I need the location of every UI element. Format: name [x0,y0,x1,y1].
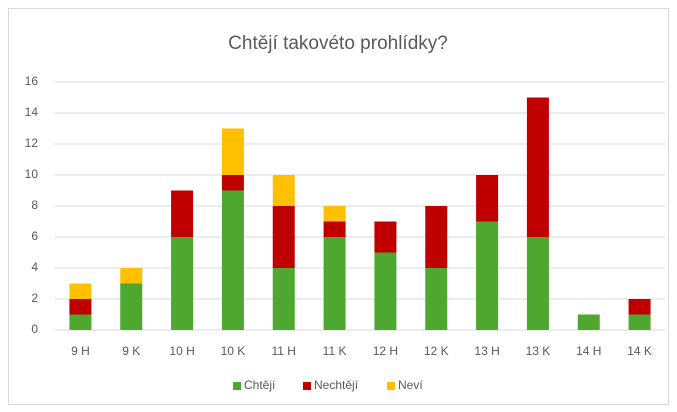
bar-segment [69,314,92,330]
bar-segment [476,221,499,330]
bar-segment [221,190,244,330]
bar-segment [221,175,244,191]
y-tick-label: 6 [31,229,38,243]
y-tick-label: 16 [25,74,39,88]
bar-segment [120,283,143,330]
legend-swatch [387,382,395,390]
chart-title: Chtějí takovéto prohlídky? [228,33,448,54]
bar-segment [526,97,549,237]
x-tick-label: 14 K [627,344,652,358]
legend-swatch [303,382,311,390]
bar-segment [323,206,346,222]
bar-segment [272,268,295,330]
bar-segment [374,221,397,253]
bar-segment [69,299,92,315]
x-tick-label: 9 K [122,344,140,358]
bar-segment [577,314,600,330]
bar-segment [221,128,244,175]
legend-label: Neví [398,378,423,392]
x-tick-label: 11 K [323,344,347,358]
legend-label: Nechtějí [314,378,359,392]
x-tick-label: 12 K [424,344,449,358]
legend-swatch [233,382,241,390]
bar-segment [272,175,295,206]
y-tick-label: 10 [25,167,39,181]
x-tick-label: 13 K [526,344,551,358]
y-tick-label: 2 [31,291,38,305]
bar-segment [323,237,346,330]
bar-segment [425,268,448,330]
y-tick-label: 14 [25,105,39,119]
bar-segment [628,314,651,330]
bar-segment [374,252,397,330]
bar-segment [69,283,92,299]
y-tick-label: 12 [25,136,39,150]
legend-label: Chtějí [244,378,276,392]
y-tick-label: 4 [31,260,38,274]
bar-segment [171,190,194,237]
bar-segment [171,237,194,330]
y-tick-label: 8 [31,198,38,212]
x-tick-label: 14 H [576,344,601,358]
x-tick-label: 12 H [373,344,398,358]
bar-segment [628,299,651,315]
bar-segment [526,237,549,330]
bar-segment [272,206,295,268]
y-tick-label: 0 [31,322,38,336]
bar-segment [323,221,346,237]
bar-segment [476,175,499,222]
bar-segment [120,268,143,284]
x-tick-label: 11 H [272,344,296,358]
x-tick-label: 9 H [71,344,90,358]
x-tick-label: 10 H [169,344,194,358]
x-tick-label: 13 H [474,344,499,358]
x-tick-label: 10 K [221,344,246,358]
bar-segment [425,206,448,268]
